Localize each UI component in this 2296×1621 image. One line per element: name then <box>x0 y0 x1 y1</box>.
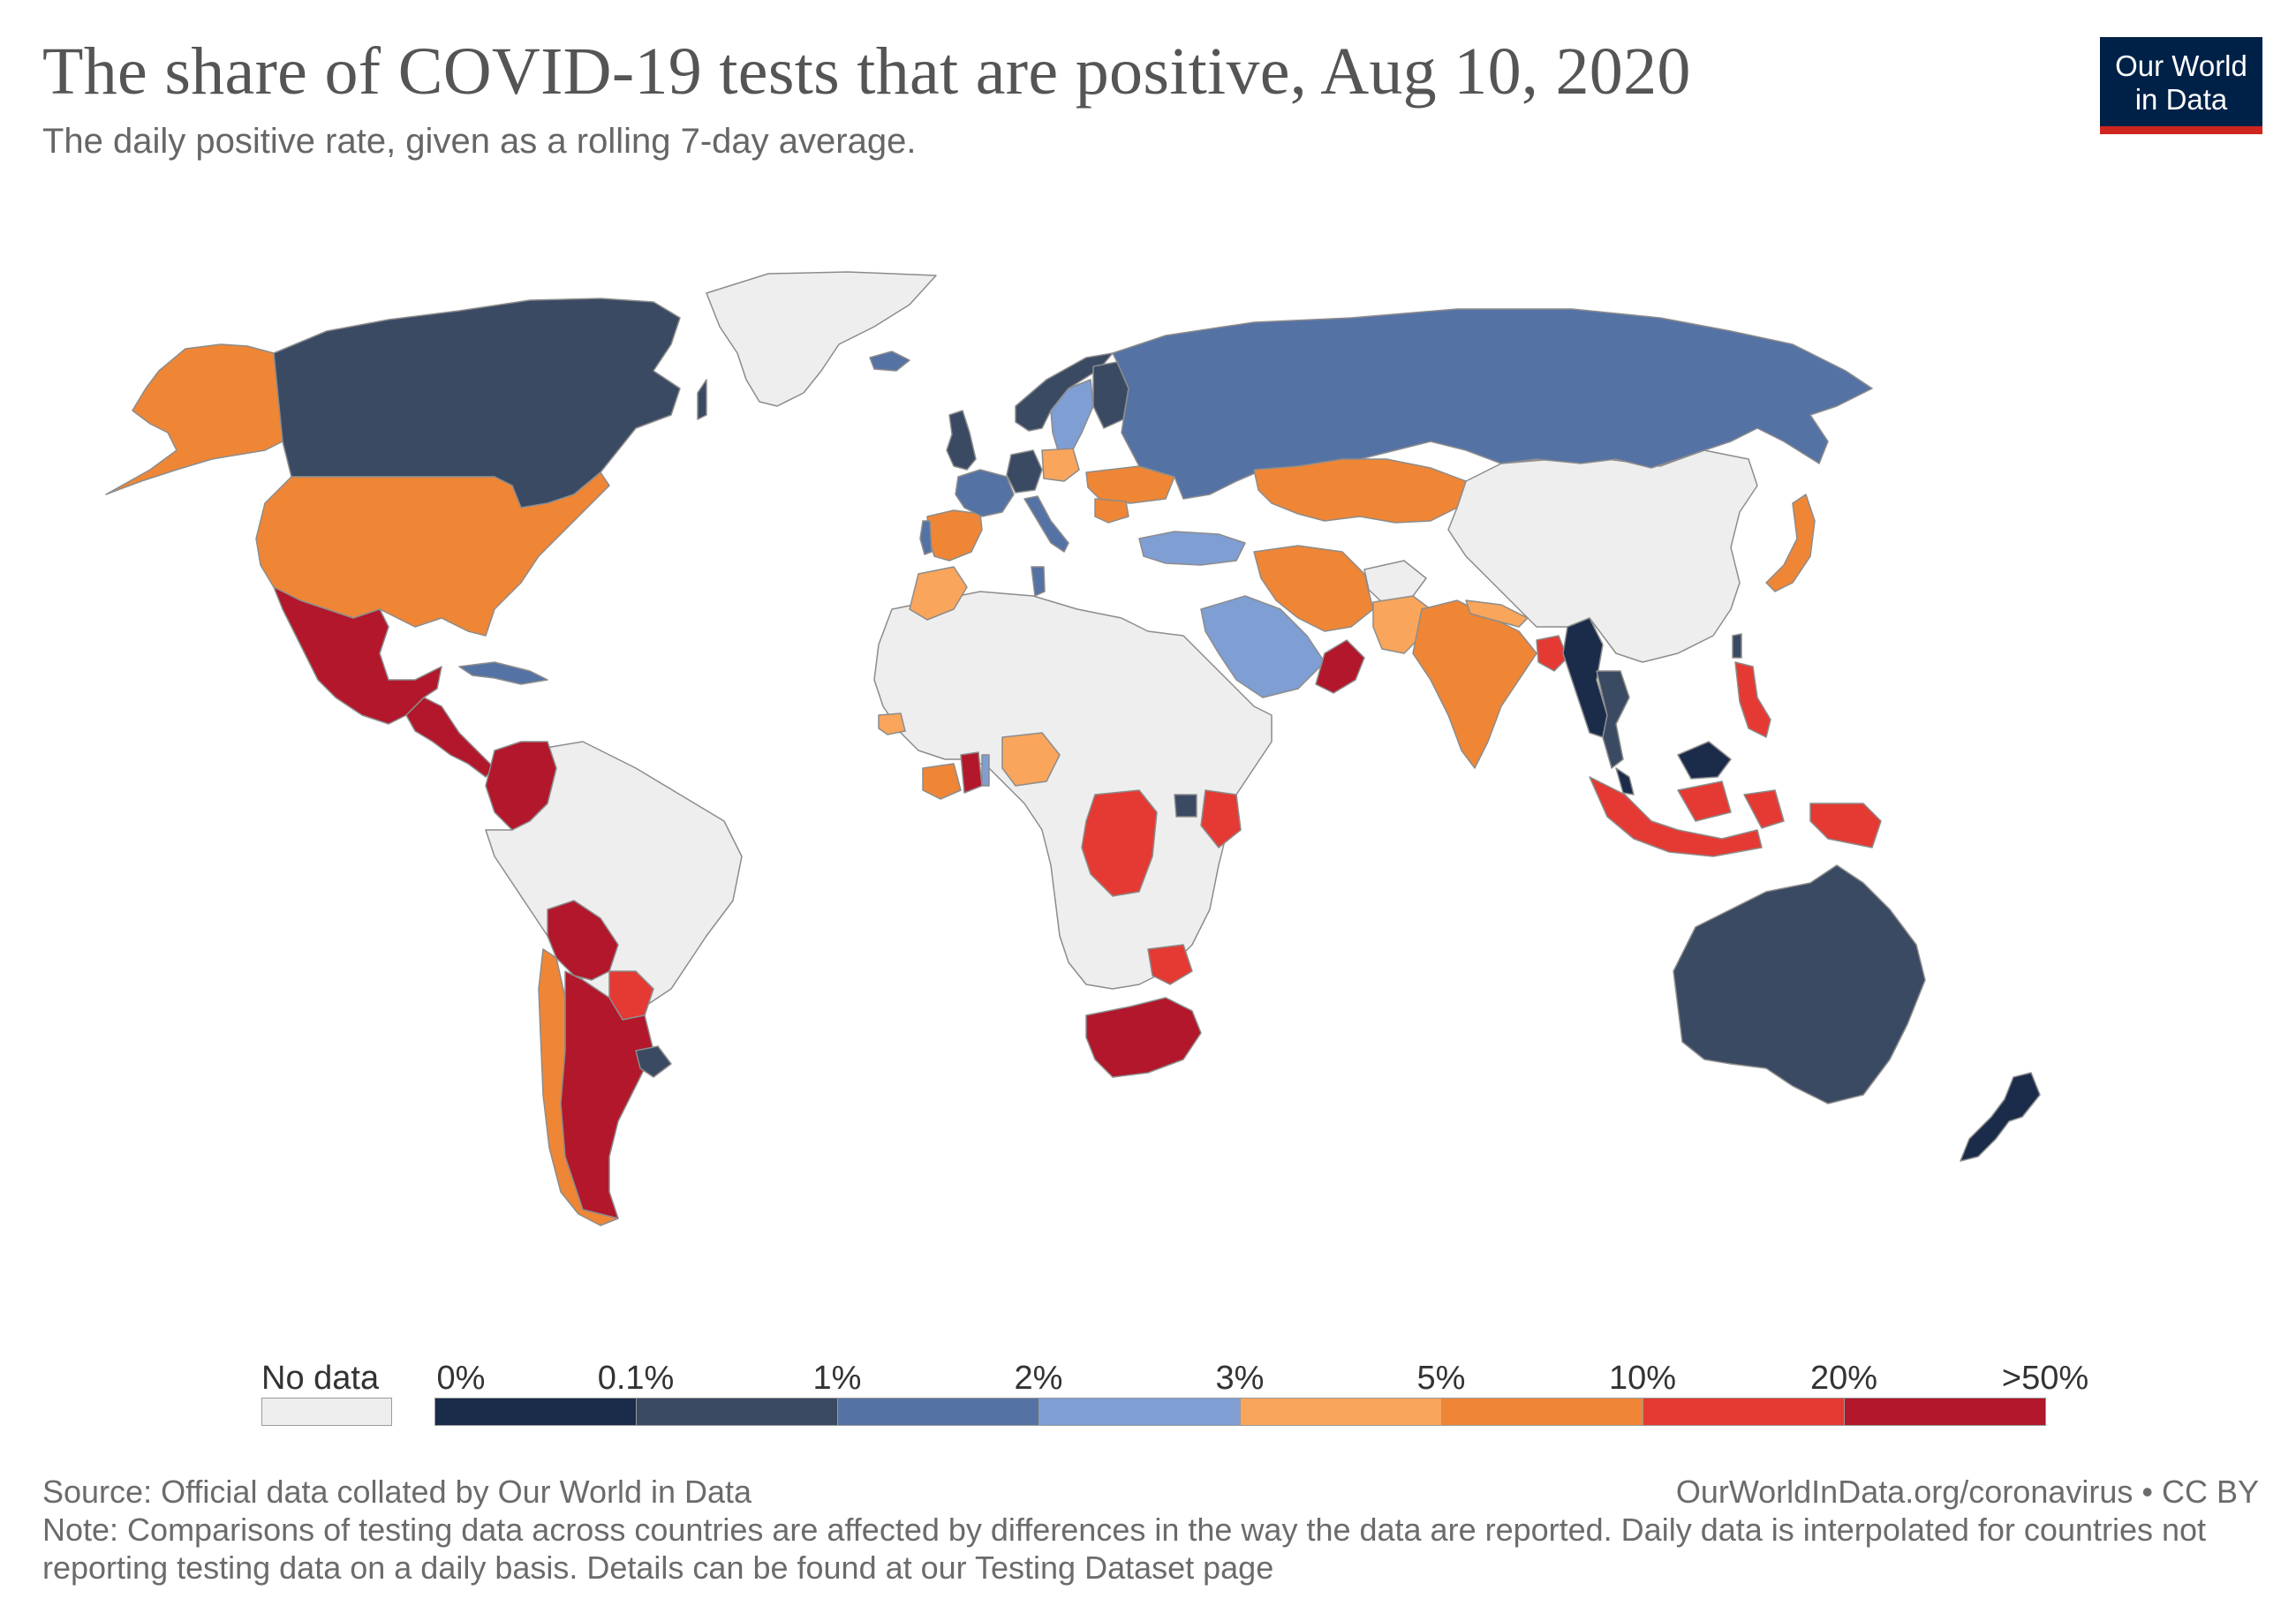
chart-title: The share of COVID-19 tests that are pos… <box>42 34 1691 109</box>
legend-bin-4[interactable] <box>1240 1398 1442 1426</box>
country-cote-d-ivoire[interactable] <box>922 763 962 800</box>
country-iceland[interactable] <box>869 351 910 372</box>
country-united-kingdom[interactable] <box>946 410 977 471</box>
country-turkey[interactable] <box>1138 531 1246 566</box>
country-spain[interactable] <box>926 509 983 562</box>
country-cuba[interactable] <box>458 661 548 685</box>
legend-tick-label: >50% <box>2001 1360 2089 1397</box>
country-central-america[interactable] <box>405 697 495 778</box>
country-iran[interactable] <box>1253 545 1374 632</box>
country-new-zealand[interactable] <box>1960 1072 2041 1162</box>
country-sweden[interactable] <box>1050 379 1094 456</box>
logo-line-1: Our World <box>2115 49 2247 82</box>
country-malaysia[interactable] <box>1615 741 1732 795</box>
legend-no-data-swatch <box>261 1398 392 1426</box>
legend-tick-label: 0% <box>436 1360 486 1397</box>
country-south-africa[interactable] <box>1085 997 1202 1078</box>
country-taiwan[interactable] <box>1732 633 1742 659</box>
country-morocco[interactable] <box>909 566 968 621</box>
country-portugal[interactable] <box>919 520 933 555</box>
legend-no-data-label: No data <box>261 1360 380 1397</box>
legend-bin-3[interactable] <box>1038 1398 1241 1426</box>
source-text: Source: Official data collated by Our Wo… <box>42 1474 752 1510</box>
legend-bin-5[interactable] <box>1441 1398 1643 1426</box>
country-zimbabwe[interactable] <box>1147 944 1193 985</box>
country-russia[interactable] <box>1112 308 1873 500</box>
country-romania[interactable] <box>1094 498 1129 524</box>
country-democratic-republic-of-congo[interactable] <box>1081 789 1158 897</box>
country-uruguay[interactable] <box>635 1045 672 1078</box>
country-alaska-united-states[interactable] <box>105 343 283 495</box>
country-poland[interactable] <box>1041 448 1080 482</box>
chart-subtitle: The daily positive rate, given as a roll… <box>42 122 917 161</box>
owid-logo[interactable]: Our World in Data <box>2100 37 2262 134</box>
country-argentina[interactable] <box>560 970 654 1219</box>
country-kazakhstan[interactable] <box>1253 458 1467 524</box>
country-saudi-arabia[interactable] <box>1200 595 1325 698</box>
note-text: Note: Comparisons of testing data across… <box>42 1512 2207 1586</box>
legend-bin-0[interactable] <box>434 1398 637 1426</box>
country-bolivia[interactable] <box>547 900 619 981</box>
legend-tick-label: 10% <box>1608 1360 1677 1397</box>
country-australia[interactable] <box>1673 864 1926 1105</box>
map-legend: No data 0% 0.1% 1% 2% 3% 5% 10% 20% >50% <box>0 1360 2296 1430</box>
country-mexico[interactable] <box>273 586 442 725</box>
country-afghanistan[interactable] <box>1363 560 1427 603</box>
country-togo[interactable] <box>981 754 990 787</box>
country-japan[interactable] <box>1765 494 1816 592</box>
legend-tick-label: 20% <box>1809 1360 1878 1397</box>
legend-tick-label: 1% <box>812 1360 862 1397</box>
logo-line-2: in Data <box>2134 83 2228 116</box>
world-map <box>105 271 2041 1226</box>
country-italy[interactable] <box>1023 495 1069 553</box>
source-url-link[interactable]: OurWorldInData.org/coronavirus • CC BY <box>1675 1474 2259 1510</box>
country-senegal[interactable] <box>878 712 906 735</box>
country-bangladesh[interactable] <box>1536 635 1568 672</box>
legend-bin-1[interactable] <box>636 1398 838 1426</box>
country-philippines[interactable] <box>1734 661 1771 738</box>
country-china[interactable] <box>1447 449 1758 663</box>
legend-tick-label: 2% <box>1014 1360 1063 1397</box>
country-colombia[interactable] <box>485 741 557 831</box>
country-nepal[interactable] <box>1465 599 1529 628</box>
country-indonesia[interactable] <box>1589 776 1882 857</box>
legend-tick-label: 0.1% <box>597 1360 675 1397</box>
legend-bin-7[interactable] <box>1844 1398 2046 1426</box>
country-thailand[interactable] <box>1596 670 1630 769</box>
country-ghana[interactable] <box>960 751 983 794</box>
country-nigeria[interactable] <box>1001 732 1061 787</box>
legend-bin-2[interactable] <box>837 1398 1039 1426</box>
legend-bin-6[interactable] <box>1643 1398 1845 1426</box>
legend-tick-label: 5% <box>1416 1360 1466 1397</box>
country-tunisia[interactable] <box>1031 566 1046 597</box>
country-france[interactable] <box>955 469 1015 517</box>
country-oman[interactable] <box>1315 639 1365 694</box>
country-greenland[interactable] <box>706 271 937 407</box>
country-kenya[interactable] <box>1200 789 1242 848</box>
country-germany[interactable] <box>1006 449 1043 494</box>
legend-tick-label: 3% <box>1215 1360 1265 1397</box>
country-uganda[interactable] <box>1174 794 1197 818</box>
